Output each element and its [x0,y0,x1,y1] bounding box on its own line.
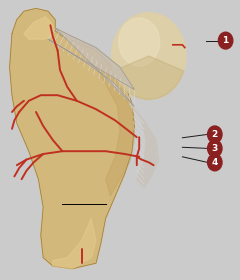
Polygon shape [130,104,158,188]
Polygon shape [24,17,53,39]
Polygon shape [96,62,134,196]
Circle shape [119,18,160,66]
Polygon shape [48,28,134,106]
Circle shape [218,32,233,49]
Text: 2: 2 [212,130,218,139]
Circle shape [208,154,222,171]
Text: 3: 3 [212,144,218,153]
Circle shape [208,126,222,143]
Text: 1: 1 [222,36,229,45]
Circle shape [208,140,222,157]
Wedge shape [114,56,184,99]
Text: 4: 4 [212,158,218,167]
Polygon shape [10,8,134,269]
Polygon shape [53,218,96,269]
Circle shape [112,13,186,99]
